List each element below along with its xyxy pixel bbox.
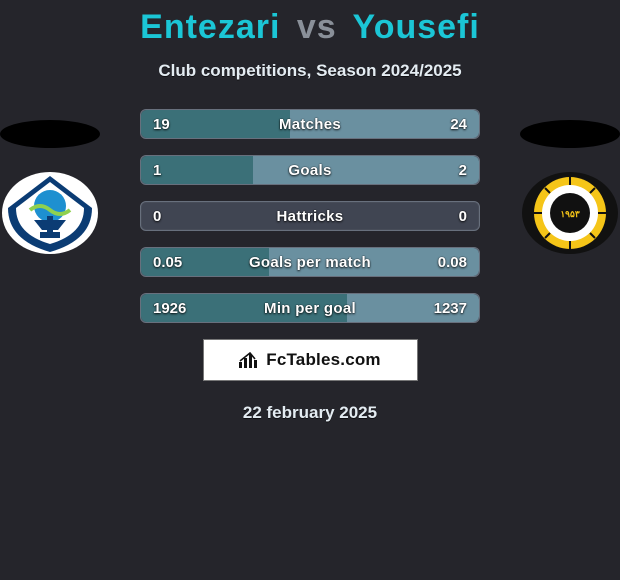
bar-chart-icon xyxy=(239,352,259,368)
stat-label: Hattricks xyxy=(141,202,479,230)
footer-date: 22 february 2025 xyxy=(0,403,620,423)
stat-label: Goals per match xyxy=(141,248,479,276)
stat-row: 00Hattricks xyxy=(140,201,480,231)
comparison-card: Entezari vs Yousefi Club competitions, S… xyxy=(0,0,620,423)
player2-name: Yousefi xyxy=(353,8,480,46)
svg-text:۱۹۵۳: ۱۹۵۳ xyxy=(560,209,580,219)
club-logo-right: ۱۹۵۳ xyxy=(520,170,620,256)
stat-row: 1924Matches xyxy=(140,109,480,139)
stat-label: Goals xyxy=(141,156,479,184)
brand-box[interactable]: FcTables.com xyxy=(203,339,418,381)
left-side xyxy=(0,120,100,256)
stat-row: 0.050.08Goals per match xyxy=(140,247,480,277)
sepahan-logo: ۱۹۵۳ xyxy=(520,170,620,256)
stat-row: 12Goals xyxy=(140,155,480,185)
stat-label: Min per goal xyxy=(141,294,479,322)
stats-block: 1924Matches 12Goals 00Hattricks 0.050.08Goa… xyxy=(140,109,480,323)
club-logo-left xyxy=(0,170,100,256)
vs-label: vs xyxy=(297,8,337,46)
malavan-logo xyxy=(0,170,100,256)
page-title: Entezari vs Yousefi xyxy=(0,0,620,47)
player1-silhouette xyxy=(0,120,100,148)
subtitle: Club competitions, Season 2024/2025 xyxy=(0,61,620,81)
player1-name: Entezari xyxy=(140,8,280,46)
brand-text: FcTables.com xyxy=(266,350,381,370)
stat-label: Matches xyxy=(141,110,479,138)
player2-silhouette xyxy=(520,120,620,148)
stat-row: 19261237Min per goal xyxy=(140,293,480,323)
right-side: ۱۹۵۳ xyxy=(520,120,620,256)
